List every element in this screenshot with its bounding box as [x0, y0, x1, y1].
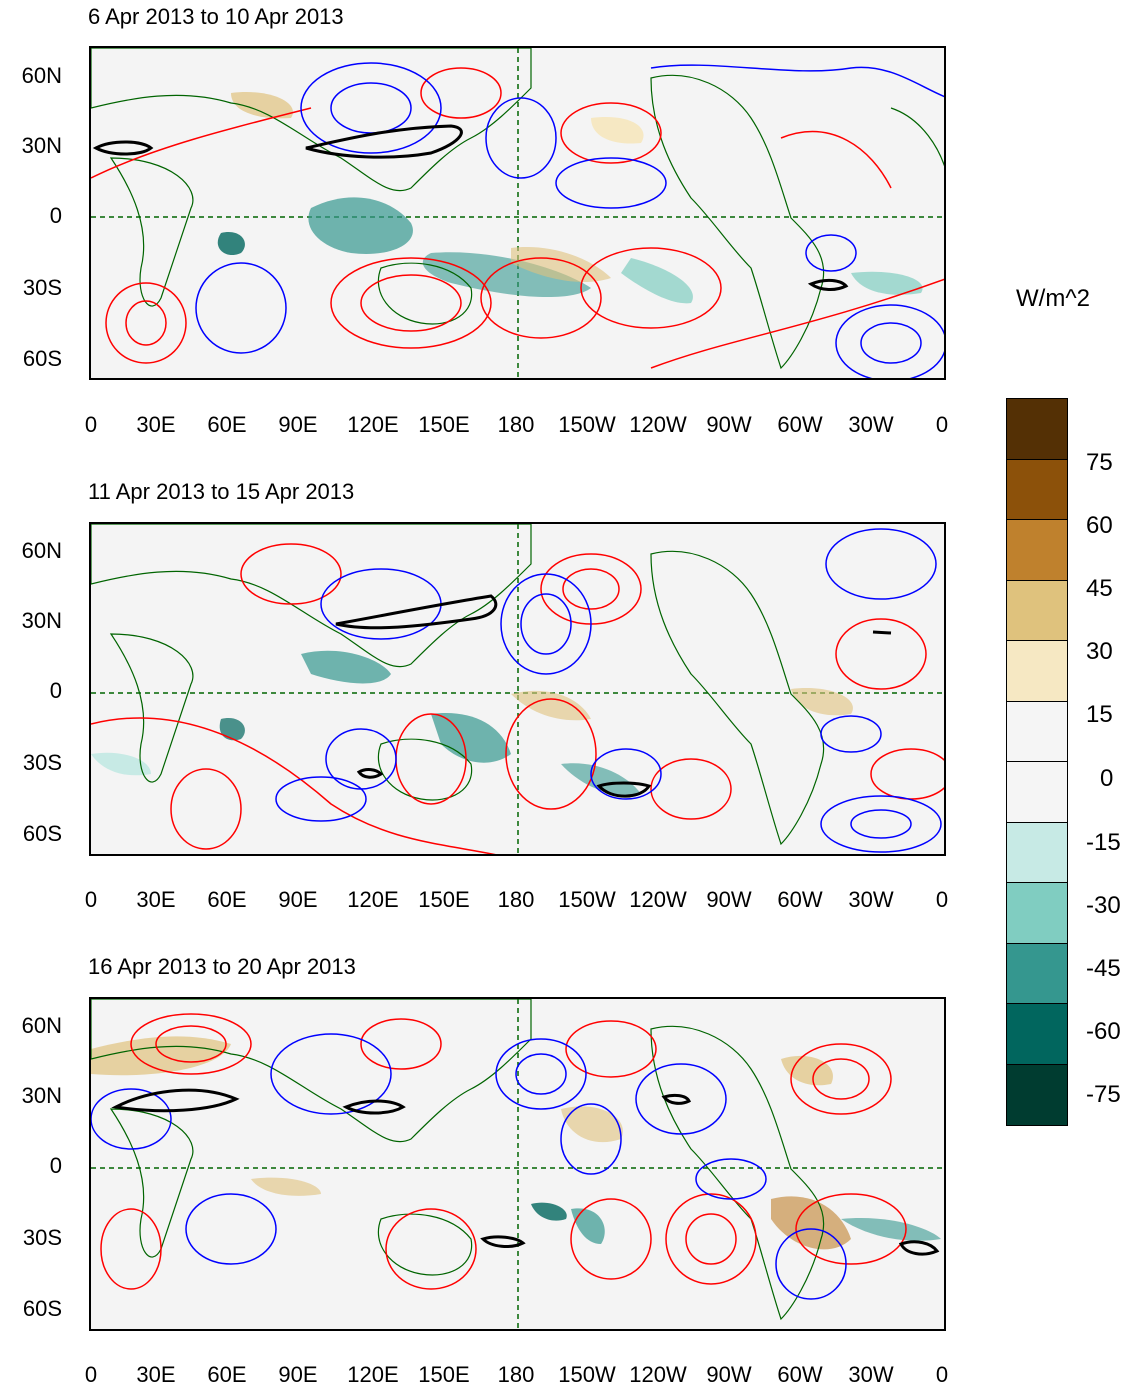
lon-label: 60E — [207, 887, 247, 912]
colorbar-label: -75 — [1086, 1081, 1121, 1108]
lon-label: 150E — [418, 412, 470, 437]
colorbar-swatch — [1006, 1063, 1068, 1126]
lon-label: 150W — [558, 412, 616, 437]
lon-label: 60E — [207, 412, 247, 437]
lon-label: 120W — [629, 412, 687, 437]
lon-label: 30E — [136, 412, 176, 437]
panel-1-title: 6 Apr 2013 to 10 Apr 2013 — [88, 4, 344, 29]
lon-label: 90E — [278, 1362, 318, 1387]
lat-label: 60S — [22, 1296, 62, 1321]
colorbar-label: 60 — [1086, 512, 1113, 539]
lon-label: 0 — [935, 1362, 949, 1387]
lat-label: 30S — [22, 275, 62, 300]
lon-label: 120E — [347, 412, 399, 437]
lon-label: 150E — [418, 1362, 470, 1387]
colorbar-label: 30 — [1086, 638, 1113, 665]
lon-label: 90E — [278, 412, 318, 437]
lon-label: 0 — [84, 1362, 98, 1387]
lon-label: 0 — [935, 887, 949, 912]
colorbar-swatch — [1006, 1003, 1068, 1065]
lon-label: 30W — [848, 887, 894, 912]
colorbar-label: -30 — [1086, 892, 1121, 919]
lon-label: 30E — [136, 1362, 176, 1387]
colorbar-label: -60 — [1086, 1018, 1121, 1045]
colorbar-swatch — [1006, 942, 1068, 1005]
lon-label: 60E — [207, 1362, 247, 1387]
lat-label: 30N — [21, 608, 62, 633]
colorbar-swatch — [1006, 700, 1068, 763]
lat-label: 0 — [49, 678, 62, 703]
lat-label: 60N — [21, 538, 62, 563]
lon-label: 30E — [136, 887, 176, 912]
lon-label: 0 — [84, 887, 98, 912]
lon-label: 90W — [706, 1362, 752, 1387]
units-label: W/m^2 — [1016, 285, 1090, 312]
lon-label: 60W — [777, 1362, 823, 1387]
lon-label: 120W — [629, 1362, 687, 1387]
colorbar-swatch — [1006, 458, 1068, 521]
lon-label: 90W — [706, 412, 752, 437]
lat-label: 30N — [21, 1083, 62, 1108]
lat-label: 30S — [22, 750, 62, 775]
colorbar-swatch — [1006, 579, 1068, 642]
lon-label: 180 — [497, 1362, 535, 1387]
panel-1-map — [89, 46, 946, 380]
lon-label: 90W — [706, 887, 752, 912]
panel-3-title: 16 Apr 2013 to 20 Apr 2013 — [88, 954, 356, 979]
lat-label: 30S — [22, 1225, 62, 1250]
lat-label: 60N — [21, 63, 62, 88]
panel-2-title: 11 Apr 2013 to 15 Apr 2013 — [88, 479, 355, 504]
lon-label: 120E — [347, 1362, 399, 1387]
lon-label: 30W — [848, 412, 894, 437]
lon-label: 0 — [935, 412, 949, 437]
panel-3-map — [89, 997, 946, 1331]
lat-label: 60N — [21, 1013, 62, 1038]
panel-2-map — [89, 522, 946, 856]
lon-label: 120W — [629, 887, 687, 912]
lon-label: 0 — [84, 412, 98, 437]
lat-label: 0 — [49, 203, 62, 228]
lon-label: 120E — [347, 887, 399, 912]
lon-label: 30W — [848, 1362, 894, 1387]
colorbar-swatch — [1006, 640, 1068, 702]
colorbar-swatch — [1006, 882, 1068, 944]
lon-label: 60W — [777, 412, 823, 437]
lon-label: 60W — [777, 887, 823, 912]
colorbar-swatch — [1006, 821, 1068, 884]
lon-label: 150E — [418, 887, 470, 912]
lon-label: 180 — [497, 887, 535, 912]
colorbar — [1006, 398, 1068, 1126]
lon-label: 150W — [558, 887, 616, 912]
colorbar-label: -45 — [1086, 955, 1121, 982]
lat-label: 0 — [49, 1153, 62, 1178]
lat-label: 60S — [22, 346, 62, 371]
lon-label: 150W — [558, 1362, 616, 1387]
lat-label: 60S — [22, 821, 62, 846]
lon-label: 180 — [497, 412, 535, 437]
colorbar-swatch — [1006, 519, 1068, 581]
colorbar-label: 75 — [1086, 449, 1113, 476]
colorbar-label: 0 — [1100, 765, 1114, 792]
lon-label: 90E — [278, 887, 318, 912]
colorbar-label: -15 — [1086, 829, 1121, 856]
colorbar-label: 45 — [1086, 575, 1113, 602]
lat-label: 30N — [21, 133, 62, 158]
colorbar-swatch — [1006, 398, 1068, 460]
colorbar-swatch — [1006, 761, 1068, 823]
colorbar-label: 15 — [1086, 701, 1113, 728]
